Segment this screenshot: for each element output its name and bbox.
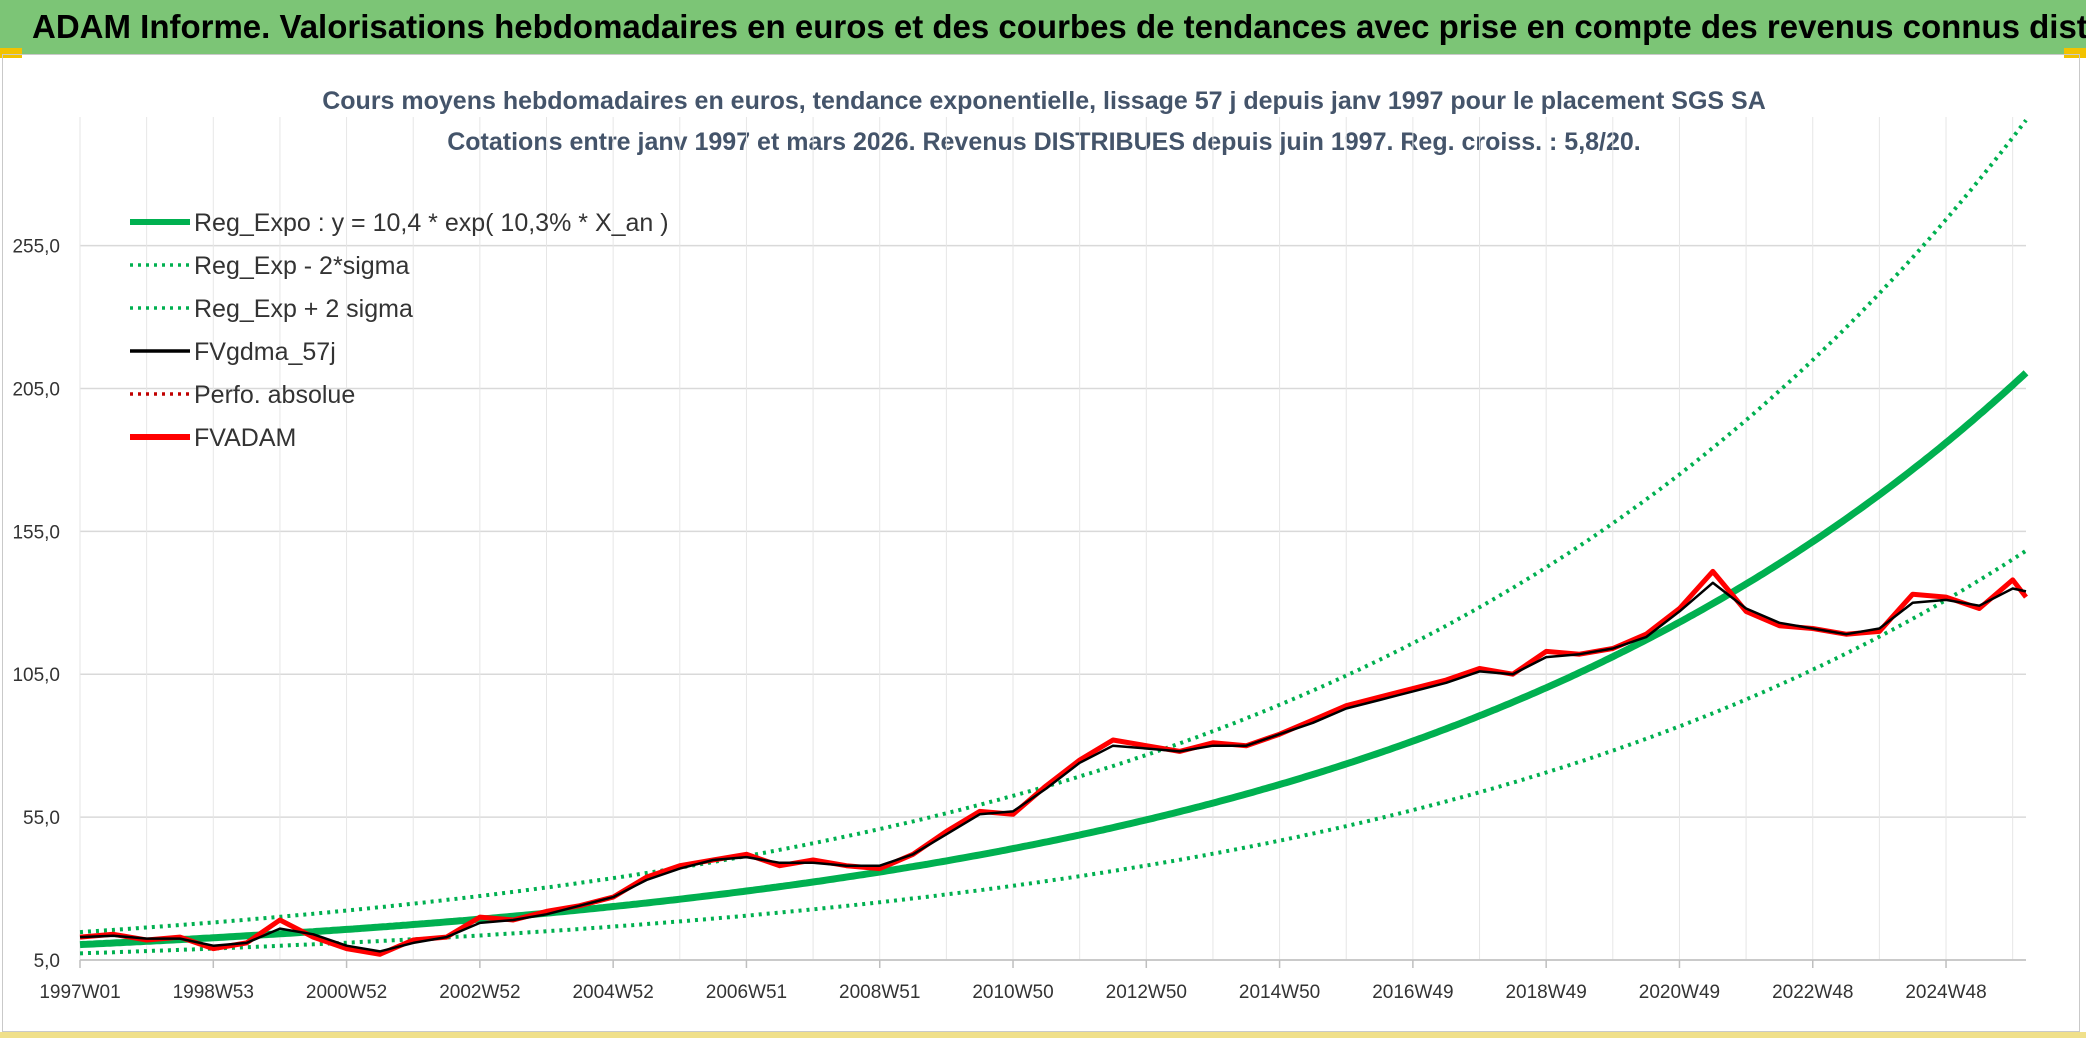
chart-frame (2, 54, 2080, 1032)
x-tick-label: 2016W49 (1372, 982, 1453, 1003)
legend-label: FVgdma_57j (194, 338, 336, 366)
banner-corner-left (0, 48, 22, 58)
reg-plus-2sigma-line (79, 118, 2028, 935)
x-tick-label: 2018W49 (1505, 982, 1586, 1003)
x-tick-label: 2022W48 (1772, 982, 1853, 1003)
x-tick-label: 1997W01 (39, 982, 120, 1003)
legend-label: Reg_Exp + 2 sigma (194, 295, 413, 323)
header-banner: ADAM Informe. Valorisations hebdomadaire… (0, 0, 2086, 54)
page-title: ADAM Informe. Valorisations hebdomadaire… (32, 8, 2086, 45)
reg-expo-line (79, 370, 2029, 949)
x-tick-label: 2000W52 (306, 982, 387, 1003)
y-tick-label: 105,0 (12, 665, 60, 686)
legend-label: Reg_Exp - 2*sigma (194, 252, 409, 280)
x-tick-label: 2006W51 (706, 982, 787, 1003)
bottom-bar (0, 1032, 2086, 1038)
chart-title: Cours moyens hebdomadaires en euros, ten… (322, 87, 1766, 115)
x-tick-label: 2002W52 (439, 982, 520, 1003)
series-lines (79, 118, 2029, 957)
x-tick-label: 2010W50 (972, 982, 1053, 1003)
x-tick-label: 2014W50 (1239, 982, 1320, 1003)
legend: Reg_Expo : y = 10,4 * exp( 10,3% * X_an … (130, 209, 669, 452)
x-tick-label: 2024W48 (1905, 982, 1986, 1003)
reg-minus-2sigma-line (79, 549, 2028, 956)
y-tick-label: 55,0 (23, 808, 60, 829)
x-tick-label: 2008W51 (839, 982, 920, 1003)
y-tick-label: 255,0 (12, 237, 60, 258)
x-tick-label: 2004W52 (572, 982, 653, 1003)
fvadam-line (79, 568, 2028, 957)
x-axis: 1997W01 1998W53 2000W52 2002W52 2004W52 2006W… (39, 960, 1987, 1003)
y-tick-label: 205,0 (12, 379, 60, 400)
grid-lines (79, 117, 2026, 961)
legend-label: Perfo. absolue (194, 381, 355, 409)
fvgdma-line (79, 581, 2027, 953)
x-tick-label: 2012W50 (1106, 982, 1187, 1003)
y-axis: 5,0 55,0 105,0 155,0 205,0 255,0 (12, 237, 60, 972)
banner-corner-right (2064, 48, 2086, 58)
y-tick-label: 5,0 (34, 951, 60, 972)
legend-label: Reg_Expo : y = 10,4 * exp( 10,3% * X_an … (194, 209, 669, 237)
y-tick-label: 155,0 (12, 522, 60, 543)
x-tick-label: 1998W53 (173, 982, 254, 1003)
legend-label: FVADAM (194, 424, 296, 452)
chart-subtitle: Cotations entre janv 1997 et mars 2026. … (447, 128, 1641, 156)
x-tick-label: 2020W49 (1639, 982, 1720, 1003)
